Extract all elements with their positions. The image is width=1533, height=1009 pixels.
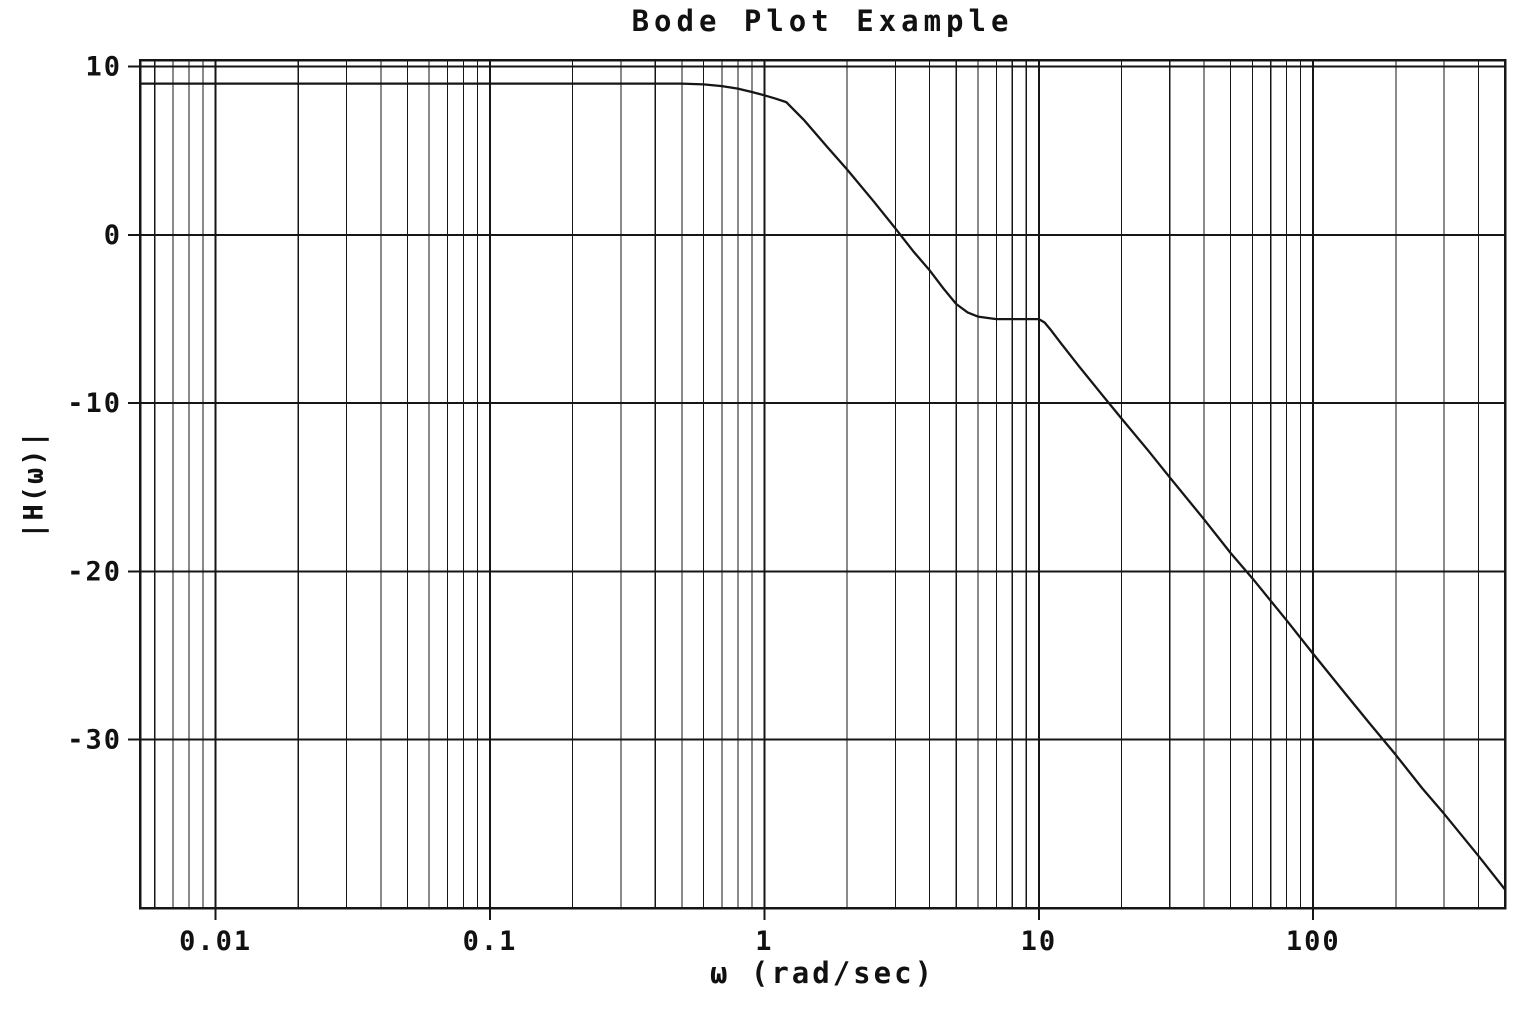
x-tick-label: 10 bbox=[1021, 926, 1058, 957]
chart-title: Bode Plot Example bbox=[631, 4, 1014, 38]
x-tick-label: 1 bbox=[755, 926, 773, 957]
x-tick-label: 100 bbox=[1286, 926, 1341, 957]
grid-lines bbox=[140, 60, 1505, 908]
x-tick-label: 0.01 bbox=[179, 926, 252, 957]
y-tick-label: -30 bbox=[67, 725, 122, 756]
axis-ticks bbox=[128, 65, 1315, 920]
y-tick-label: 0 bbox=[104, 220, 122, 251]
magnitude-curve bbox=[138, 82, 1507, 891]
plot-frame bbox=[138, 58, 1507, 910]
y-tick-label: -10 bbox=[67, 388, 122, 419]
x-tick-label: 0.1 bbox=[463, 926, 518, 957]
y-tick-label: -20 bbox=[67, 556, 122, 587]
y-tick-label: 10 bbox=[85, 52, 122, 83]
x-axis-label: ω (rad/sec) bbox=[709, 956, 936, 990]
